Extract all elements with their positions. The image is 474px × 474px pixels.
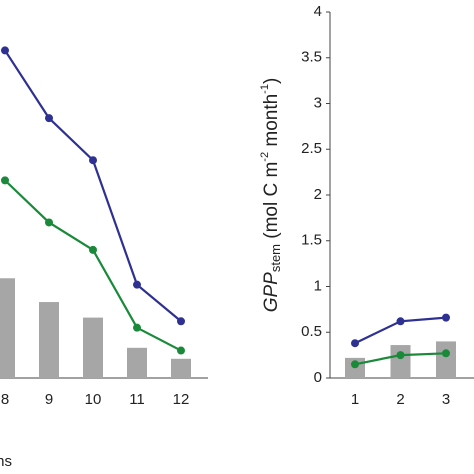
y-tick-label: 3.5 bbox=[301, 49, 322, 66]
y-label-close: ) bbox=[261, 78, 282, 84]
point bbox=[89, 245, 97, 254]
point bbox=[45, 218, 53, 227]
x-tick-label: 12 bbox=[173, 391, 190, 408]
point bbox=[442, 349, 450, 358]
y-tick-label: 1.5 bbox=[301, 232, 322, 249]
point bbox=[133, 323, 141, 332]
bar bbox=[127, 347, 147, 378]
x-tick-label: 8 bbox=[1, 391, 9, 408]
point bbox=[177, 317, 185, 326]
point bbox=[351, 360, 359, 369]
point bbox=[396, 351, 405, 360]
y-label-sub: stem bbox=[268, 244, 283, 272]
point bbox=[177, 346, 185, 355]
y-tick-label: 1 bbox=[314, 277, 322, 294]
point bbox=[442, 313, 450, 322]
y-label-unit: (mol C m bbox=[261, 162, 282, 244]
y-axis-label: GPPstem (mol C m-2 month-1) bbox=[259, 78, 284, 313]
x-tick-label: 2 bbox=[396, 391, 404, 408]
bar bbox=[39, 302, 59, 378]
point bbox=[45, 114, 53, 123]
x-tick-label: 10 bbox=[85, 391, 102, 408]
y-tick-label: 0 bbox=[314, 369, 322, 386]
bar bbox=[0, 278, 15, 378]
point bbox=[396, 317, 405, 326]
y-tick-label: 2 bbox=[314, 186, 322, 203]
x-tick-label: 9 bbox=[45, 391, 53, 408]
x-tick-label: 11 bbox=[129, 391, 145, 408]
line bbox=[4, 49, 182, 323]
y-tick-label: 0.5 bbox=[301, 323, 322, 340]
point bbox=[1, 46, 9, 55]
x-axis-label: Months bbox=[0, 453, 12, 470]
point bbox=[133, 280, 141, 289]
bar bbox=[171, 358, 191, 378]
y-label-main: GPP bbox=[261, 272, 282, 312]
point bbox=[1, 176, 9, 185]
y-tick-label: 4 bbox=[314, 3, 322, 20]
point bbox=[89, 156, 97, 165]
bar bbox=[436, 341, 456, 378]
bar bbox=[83, 317, 103, 378]
x-tick-label: 3 bbox=[442, 391, 450, 408]
y-label-unit2: month bbox=[261, 94, 282, 152]
point bbox=[351, 339, 359, 348]
y-tick-label: 2.5 bbox=[301, 140, 322, 157]
y-label-exp: -1 bbox=[259, 84, 271, 94]
bar bbox=[390, 345, 411, 378]
x-tick-label: 1 bbox=[351, 391, 359, 408]
y-label-exp: -2 bbox=[259, 152, 271, 162]
y-tick-label: 3 bbox=[314, 94, 322, 111]
